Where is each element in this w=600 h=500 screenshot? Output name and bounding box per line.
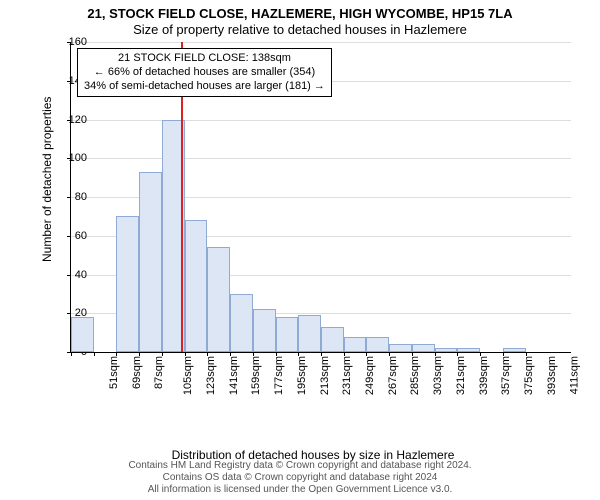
y-tick-label: 40 <box>57 269 87 281</box>
chart-title-sub: Size of property relative to detached ho… <box>0 21 600 37</box>
x-tick <box>185 352 186 356</box>
histogram-bar <box>71 317 94 352</box>
x-tick-label: 159sqm <box>251 356 263 395</box>
x-tick-label: 393sqm <box>546 356 558 395</box>
annotation-line-3: 34% of semi-detached houses are larger (… <box>84 80 325 94</box>
histogram-bar <box>457 348 480 352</box>
x-tick <box>457 352 458 356</box>
x-tick-label: 87sqm <box>153 356 165 389</box>
histogram-bar <box>389 344 412 352</box>
x-tick-label: 177sqm <box>273 356 285 395</box>
x-tick-label: 357sqm <box>501 356 513 395</box>
plot-area: 02040608010012014016051sqm69sqm87sqm105s… <box>70 42 571 353</box>
histogram-bar <box>435 348 458 352</box>
histogram-bar <box>207 247 230 352</box>
y-tick-label: 160 <box>57 36 87 48</box>
x-tick-label: 51sqm <box>108 356 120 389</box>
x-tick <box>230 352 231 356</box>
x-tick-label: 249sqm <box>364 356 376 395</box>
x-tick-label: 231sqm <box>341 356 353 395</box>
histogram-bar <box>344 337 367 353</box>
x-tick <box>321 352 322 356</box>
chart-container: Number of detached properties 0204060801… <box>48 42 578 412</box>
x-tick <box>276 352 277 356</box>
x-tick <box>71 352 72 356</box>
annotation-box: 21 STOCK FIELD CLOSE: 138sqm ← 66% of de… <box>77 48 332 97</box>
footer-line-3: All information is licensed under the Op… <box>0 484 600 496</box>
histogram-bar <box>185 220 208 352</box>
footer-line-1: Contains HM Land Registry data © Crown c… <box>0 460 600 472</box>
x-tick <box>412 352 413 356</box>
x-tick <box>366 352 367 356</box>
x-tick <box>503 352 504 356</box>
histogram-bar <box>503 348 526 352</box>
annotation-line-1: 21 STOCK FIELD CLOSE: 138sqm <box>84 52 325 66</box>
x-tick-label: 105sqm <box>182 356 194 395</box>
annotation-line-2: ← 66% of detached houses are smaller (35… <box>84 66 325 80</box>
x-tick-label: 213sqm <box>319 356 331 395</box>
x-tick-label: 195sqm <box>296 356 308 395</box>
x-tick <box>526 352 527 356</box>
x-tick-label: 267sqm <box>387 356 399 395</box>
histogram-bar <box>366 337 389 353</box>
x-tick <box>253 352 254 356</box>
gridline <box>71 42 571 43</box>
histogram-bar <box>139 172 162 352</box>
x-tick <box>435 352 436 356</box>
x-tick <box>94 352 95 356</box>
y-tick-label: 80 <box>57 191 87 203</box>
y-tick-label: 100 <box>57 152 87 164</box>
x-tick-label: 303sqm <box>432 356 444 395</box>
x-tick <box>162 352 163 356</box>
histogram-bar <box>230 294 253 352</box>
gridline <box>71 120 571 121</box>
histogram-bar <box>253 309 276 352</box>
y-tick-label: 120 <box>57 114 87 126</box>
histogram-bar <box>116 216 139 352</box>
histogram-bar <box>276 317 299 352</box>
x-tick <box>207 352 208 356</box>
y-axis-label: Number of detached properties <box>40 97 54 262</box>
x-tick <box>480 352 481 356</box>
x-tick <box>116 352 117 356</box>
x-tick-label: 375sqm <box>523 356 535 395</box>
footer-line-2: Contains OS data © Crown copyright and d… <box>0 472 600 484</box>
y-tick-label: 60 <box>57 230 87 242</box>
x-tick-label: 123sqm <box>205 356 217 395</box>
histogram-bar <box>321 327 344 352</box>
x-tick-label: 69sqm <box>131 356 143 389</box>
x-tick <box>139 352 140 356</box>
x-tick-label: 141sqm <box>228 356 240 395</box>
gridline <box>71 158 571 159</box>
x-tick-label: 321sqm <box>455 356 467 395</box>
x-tick <box>389 352 390 356</box>
x-tick <box>344 352 345 356</box>
x-tick-label: 411sqm <box>568 356 580 394</box>
footer-attribution: Contains HM Land Registry data © Crown c… <box>0 460 600 496</box>
x-tick <box>298 352 299 356</box>
x-tick-label: 285sqm <box>410 356 422 395</box>
histogram-bar <box>412 344 435 352</box>
histogram-bar <box>298 315 321 352</box>
x-tick-label: 339sqm <box>478 356 490 395</box>
chart-title-main: 21, STOCK FIELD CLOSE, HAZLEMERE, HIGH W… <box>0 0 600 21</box>
